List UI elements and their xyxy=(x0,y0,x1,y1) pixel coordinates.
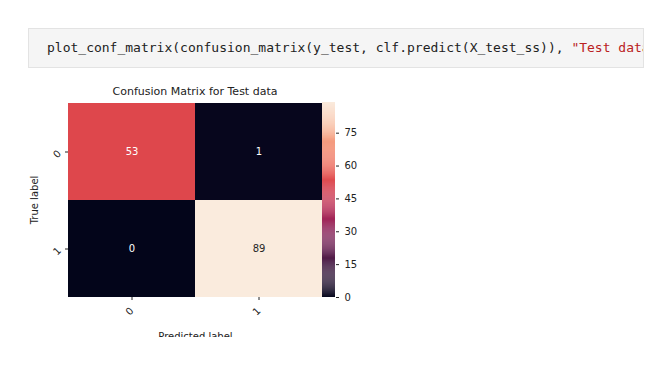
svg-text:30: 30 xyxy=(345,226,358,237)
svg-text:0: 0 xyxy=(51,148,63,160)
svg-text:1: 1 xyxy=(250,305,262,317)
svg-text:89: 89 xyxy=(253,243,266,254)
svg-text:1: 1 xyxy=(256,146,262,157)
svg-text:75: 75 xyxy=(345,127,358,138)
svg-text:0: 0 xyxy=(129,243,135,254)
svg-text:0: 0 xyxy=(123,305,135,317)
svg-text:53: 53 xyxy=(126,146,139,157)
svg-text:1: 1 xyxy=(51,245,63,257)
svg-text:True label: True label xyxy=(29,176,40,226)
svg-text:0: 0 xyxy=(345,292,351,303)
svg-text:45: 45 xyxy=(345,193,358,204)
svg-text:60: 60 xyxy=(345,160,358,171)
svg-text:15: 15 xyxy=(345,259,358,270)
svg-text:Predicted label: Predicted label xyxy=(158,331,232,338)
html-text:plot_conf_matrix(confusion_mat: plot_conf_matrix(confusion_matrix(y_test… xyxy=(47,40,572,55)
html-text:Confusion Matrix for Test data: Confusion Matrix for Test data xyxy=(112,85,278,98)
